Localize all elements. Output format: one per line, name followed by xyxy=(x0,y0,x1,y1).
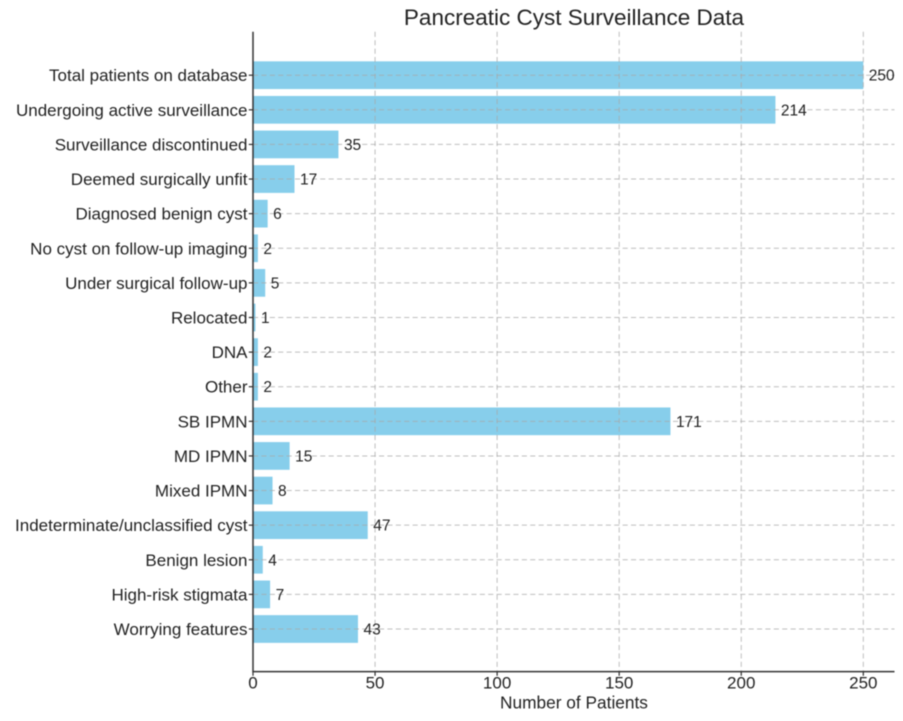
svg-text:Surveillance discontinued: Surveillance discontinued xyxy=(55,135,248,154)
svg-text:214: 214 xyxy=(781,102,807,119)
svg-text:Relocated: Relocated xyxy=(171,308,248,327)
svg-text:17: 17 xyxy=(300,172,317,189)
svg-text:43: 43 xyxy=(363,622,380,639)
svg-text:0: 0 xyxy=(248,674,257,693)
svg-text:Other: Other xyxy=(205,378,248,397)
svg-text:Total patients on database: Total patients on database xyxy=(49,66,247,85)
svg-text:7: 7 xyxy=(276,587,285,604)
svg-text:250: 250 xyxy=(849,674,877,693)
svg-text:8: 8 xyxy=(278,483,287,500)
svg-text:Number of Patients: Number of Patients xyxy=(500,693,648,713)
svg-text:Deemed surgically unfit: Deemed surgically unfit xyxy=(71,170,248,189)
svg-text:4: 4 xyxy=(268,552,277,569)
svg-text:35: 35 xyxy=(344,137,361,154)
svg-text:Undergoing active surveillance: Undergoing active surveillance xyxy=(16,101,248,120)
svg-text:High-risk stigmata: High-risk stigmata xyxy=(111,585,248,604)
svg-text:150: 150 xyxy=(605,674,633,693)
svg-text:SB IPMN: SB IPMN xyxy=(178,412,248,431)
svg-text:DNA: DNA xyxy=(212,343,249,362)
svg-text:100: 100 xyxy=(483,674,511,693)
svg-text:Pancreatic Cyst Surveillance D: Pancreatic Cyst Surveillance Data xyxy=(404,5,745,30)
svg-text:2: 2 xyxy=(263,241,272,258)
svg-text:171: 171 xyxy=(676,414,702,431)
svg-text:2: 2 xyxy=(263,345,272,362)
svg-text:No cyst on follow-up imaging: No cyst on follow-up imaging xyxy=(30,239,247,258)
svg-text:Indeterminate/unclassified cys: Indeterminate/unclassified cyst xyxy=(15,516,248,535)
svg-text:Worrying features: Worrying features xyxy=(114,620,248,639)
svg-text:2: 2 xyxy=(263,379,272,396)
svg-text:Diagnosed benign cyst: Diagnosed benign cyst xyxy=(75,205,247,224)
svg-text:Under surgical follow-up: Under surgical follow-up xyxy=(65,274,247,293)
svg-text:15: 15 xyxy=(295,448,312,465)
svg-text:5: 5 xyxy=(271,275,280,292)
svg-text:MD IPMN: MD IPMN xyxy=(174,447,248,466)
svg-text:50: 50 xyxy=(366,674,385,693)
svg-text:Benign lesion: Benign lesion xyxy=(145,551,247,570)
svg-text:1: 1 xyxy=(261,310,270,327)
svg-text:6: 6 xyxy=(273,206,282,223)
svg-text:Mixed IPMN: Mixed IPMN xyxy=(155,482,248,501)
svg-text:47: 47 xyxy=(373,518,390,535)
svg-text:250: 250 xyxy=(869,68,895,85)
svg-text:200: 200 xyxy=(727,674,755,693)
